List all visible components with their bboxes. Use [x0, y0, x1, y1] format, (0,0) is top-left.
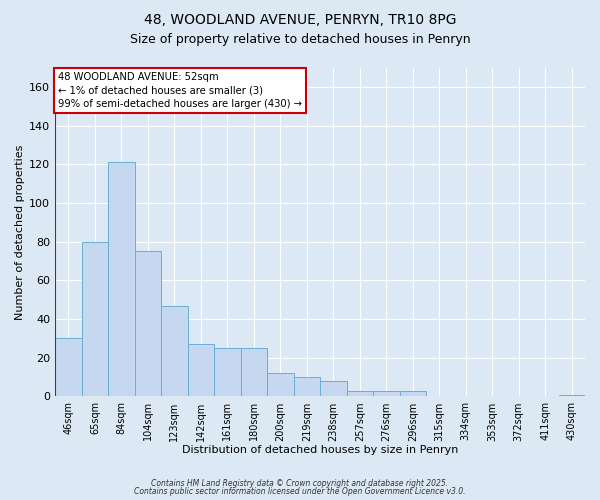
Bar — [373, 390, 400, 396]
Y-axis label: Number of detached properties: Number of detached properties — [15, 144, 25, 320]
Text: Contains HM Land Registry data © Crown copyright and database right 2025.: Contains HM Land Registry data © Crown c… — [151, 478, 449, 488]
Text: Size of property relative to detached houses in Penryn: Size of property relative to detached ho… — [130, 32, 470, 46]
Text: 48 WOODLAND AVENUE: 52sqm
← 1% of detached houses are smaller (3)
99% of semi-de: 48 WOODLAND AVENUE: 52sqm ← 1% of detach… — [58, 72, 302, 109]
X-axis label: Distribution of detached houses by size in Penryn: Distribution of detached houses by size … — [182, 445, 458, 455]
Bar — [559, 394, 585, 396]
Bar — [320, 381, 347, 396]
Bar — [82, 242, 108, 396]
Bar — [400, 390, 426, 396]
Bar — [241, 348, 267, 397]
Bar — [293, 377, 320, 396]
Bar — [161, 306, 188, 396]
Bar — [347, 390, 373, 396]
Text: Contains public sector information licensed under the Open Government Licence v3: Contains public sector information licen… — [134, 487, 466, 496]
Bar — [188, 344, 214, 397]
Bar — [267, 374, 293, 396]
Bar — [108, 162, 134, 396]
Bar — [134, 252, 161, 396]
Bar — [55, 338, 82, 396]
Text: 48, WOODLAND AVENUE, PENRYN, TR10 8PG: 48, WOODLAND AVENUE, PENRYN, TR10 8PG — [144, 12, 456, 26]
Bar — [214, 348, 241, 397]
